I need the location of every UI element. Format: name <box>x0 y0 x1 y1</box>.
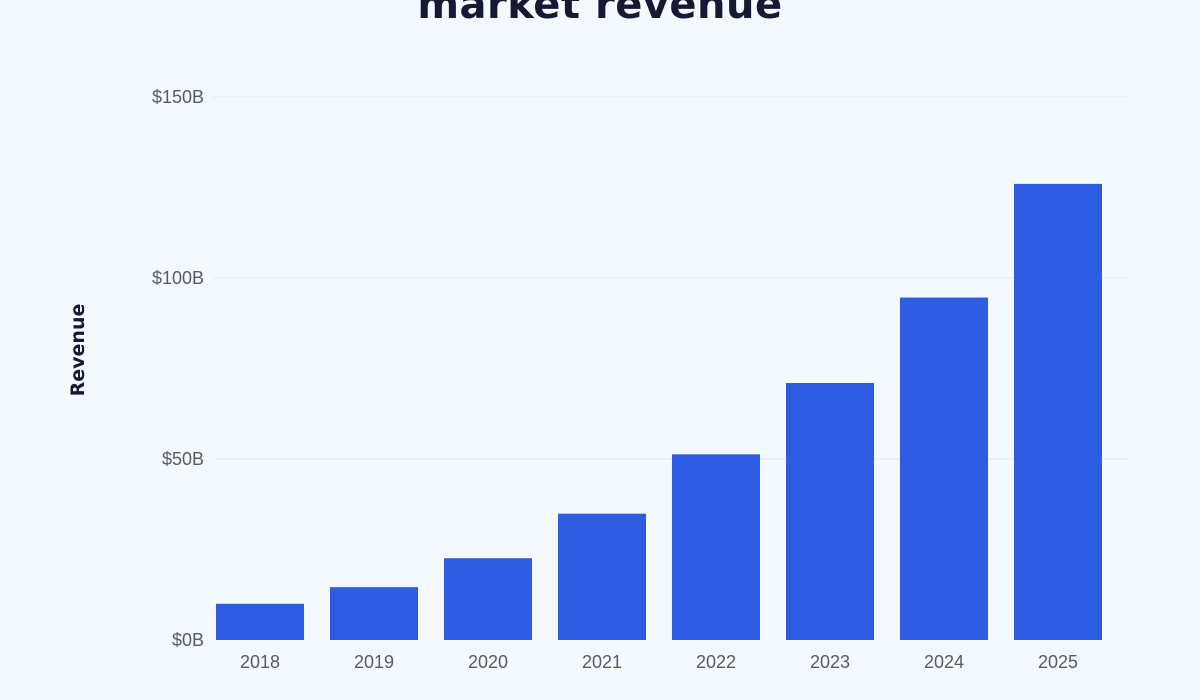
x-tick-label: 2021 <box>582 652 622 672</box>
x-tick-label: 2019 <box>354 652 394 672</box>
bar-2022 <box>672 454 760 640</box>
x-tick-label: 2018 <box>240 652 280 672</box>
y-axis-ticks: $0B $50B $100B $150B <box>152 87 204 650</box>
bar-2018 <box>216 603 304 640</box>
bar-2023 <box>786 382 874 640</box>
bar-2025 <box>1014 183 1102 640</box>
bar-2024 <box>900 297 988 640</box>
bar-2019 <box>330 587 418 640</box>
x-tick-label: 2024 <box>924 652 964 672</box>
x-tick-label: 2025 <box>1038 652 1078 672</box>
x-tick-label: 2022 <box>696 652 736 672</box>
y-tick-label: $50B <box>162 449 204 469</box>
bar-2020 <box>444 558 532 640</box>
grid-lines <box>214 96 1128 460</box>
y-axis-label: Revenue <box>67 304 89 397</box>
chart-title: market revenue <box>417 0 783 28</box>
x-axis-ticks: 2018 2019 2020 2021 2022 2023 2024 2025 <box>240 652 1078 672</box>
bars <box>216 183 1102 640</box>
y-tick-label: $0B <box>172 630 204 650</box>
bar-2021 <box>558 513 646 640</box>
y-tick-label: $100B <box>152 268 204 288</box>
x-tick-label: 2020 <box>468 652 508 672</box>
y-tick-label: $150B <box>152 87 204 107</box>
x-tick-label: 2023 <box>810 652 850 672</box>
